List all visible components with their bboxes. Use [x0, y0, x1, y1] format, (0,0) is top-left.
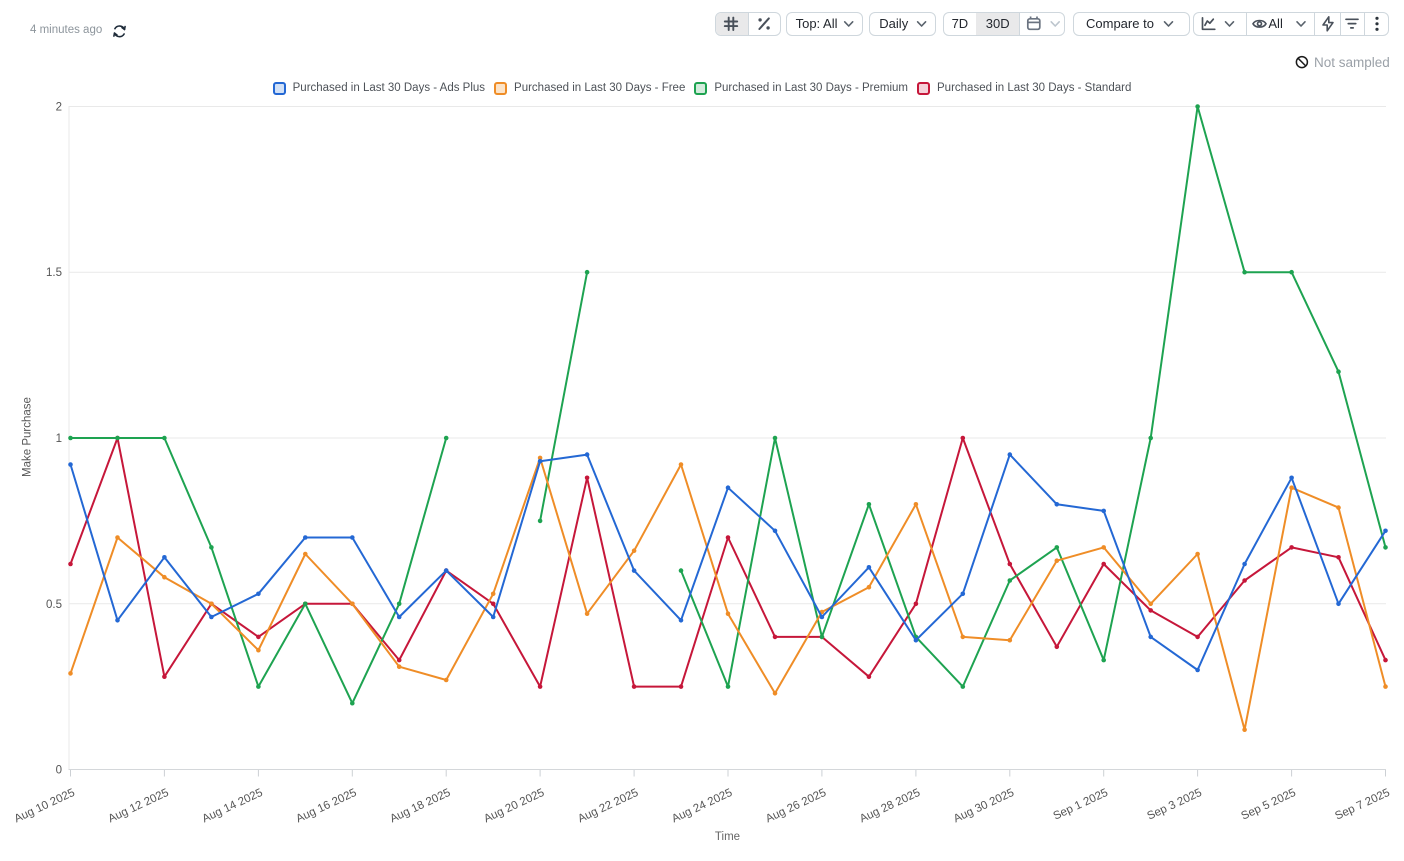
svg-text:Sep 1 2025: Sep 1 2025 — [1052, 787, 1110, 823]
svg-text:Aug 10 2025: Aug 10 2025 — [13, 787, 77, 825]
svg-text:Aug 22 2025: Aug 22 2025 — [576, 787, 640, 825]
svg-text:Aug 28 2025: Aug 28 2025 — [858, 787, 922, 825]
svg-text:Sep 7 2025: Sep 7 2025 — [1333, 787, 1391, 823]
svg-text:0.5: 0.5 — [46, 599, 62, 611]
svg-text:Sep 5 2025: Sep 5 2025 — [1239, 787, 1297, 823]
svg-text:Aug 18 2025: Aug 18 2025 — [388, 787, 452, 825]
svg-text:Aug 20 2025: Aug 20 2025 — [482, 787, 546, 825]
svg-text:Aug 16 2025: Aug 16 2025 — [294, 787, 358, 825]
svg-text:1: 1 — [56, 433, 62, 445]
svg-text:2: 2 — [56, 102, 62, 114]
svg-text:Aug 12 2025: Aug 12 2025 — [106, 787, 170, 825]
svg-text:Sep 3 2025: Sep 3 2025 — [1145, 787, 1203, 823]
svg-text:0: 0 — [56, 765, 62, 777]
svg-text:Time: Time — [715, 831, 740, 843]
svg-text:Make Purchase: Make Purchase — [22, 397, 34, 477]
svg-text:Aug 14 2025: Aug 14 2025 — [200, 787, 264, 825]
svg-text:Aug 26 2025: Aug 26 2025 — [764, 787, 828, 825]
svg-text:Aug 24 2025: Aug 24 2025 — [670, 787, 734, 825]
svg-text:Aug 30 2025: Aug 30 2025 — [952, 787, 1016, 825]
svg-text:1.5: 1.5 — [46, 267, 62, 279]
